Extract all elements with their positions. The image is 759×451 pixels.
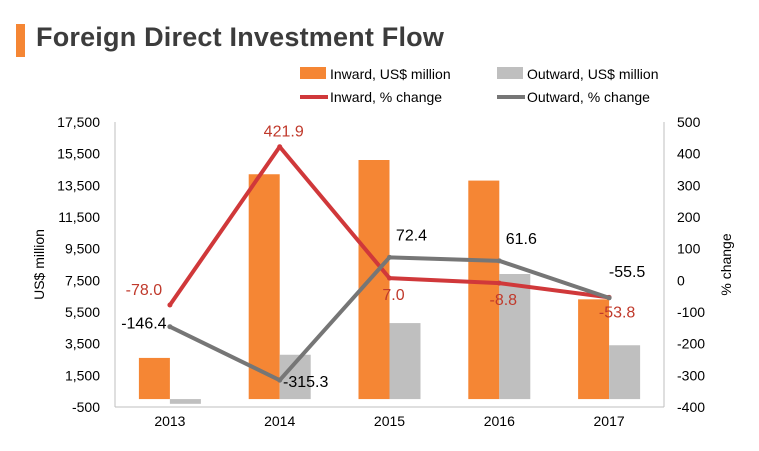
- x-tick-label: 2017: [594, 413, 625, 429]
- y-tick-label: -500: [72, 399, 100, 415]
- line-outward-change-point: [387, 254, 392, 260]
- y2-tick-label: -100: [677, 304, 705, 320]
- title-accent-bar: [16, 24, 25, 57]
- y2-tick-label: 0: [677, 272, 685, 288]
- y2-tick-label: -400: [677, 399, 705, 415]
- inward-change-label: -78.0: [126, 282, 163, 299]
- line-inward-change-point: [277, 144, 283, 150]
- outward-change-label: -146.4: [121, 316, 166, 333]
- y-tick-label: 1,500: [65, 367, 100, 383]
- line-outward-change-point: [277, 377, 283, 383]
- x-tick-label: 2014: [264, 413, 295, 429]
- y-tick-label: 15,500: [57, 146, 100, 162]
- inward-change-label: -53.8: [599, 304, 636, 321]
- bar-inward-2015: [358, 160, 390, 400]
- y-tick-label: 13,500: [57, 177, 100, 193]
- bar-outward-2016: [499, 274, 531, 400]
- y2-tick-label: 300: [677, 177, 701, 193]
- legend-label: Outward, % change: [527, 89, 650, 105]
- line-outward-change-point: [167, 324, 173, 330]
- outward-change-label: -55.5: [609, 264, 646, 281]
- bar-outward-2015: [389, 323, 421, 400]
- legend-label: Inward, US$ million: [330, 66, 451, 82]
- bar-outward-2013: [169, 399, 201, 404]
- line-inward-change-point: [387, 275, 392, 281]
- legend-label: Outward, US$ million: [527, 66, 659, 82]
- line-inward-change-point: [167, 302, 173, 308]
- line-outward-change-point: [496, 258, 502, 264]
- legend-swatch: [300, 67, 326, 79]
- y-tick-label: 9,500: [65, 241, 100, 257]
- y2-tick-label: 500: [677, 114, 701, 130]
- bar-inward-2016: [468, 180, 500, 400]
- y-tick-label: 17,500: [57, 114, 100, 130]
- legend-label: Inward, % change: [330, 89, 442, 105]
- y-tick-label: 5,500: [65, 304, 100, 320]
- y2-axis-title: % change: [718, 233, 734, 295]
- y-tick-label: 7,500: [65, 272, 100, 288]
- outward-change-label: 72.4: [396, 227, 427, 244]
- y2-tick-label: 200: [677, 209, 701, 225]
- bar-outward-2017: [609, 345, 641, 400]
- y2-tick-label: 100: [677, 241, 701, 257]
- x-tick-label: 2016: [484, 413, 515, 429]
- bar-inward-2013: [138, 357, 170, 400]
- y-tick-label: 11,500: [58, 209, 100, 225]
- outward-change-label: -315.3: [283, 374, 328, 391]
- x-tick-label: 2013: [154, 413, 185, 429]
- chart-title: Foreign Direct Investment Flow: [36, 22, 445, 52]
- legend-swatch: [497, 67, 523, 79]
- y2-tick-label: -300: [677, 367, 705, 383]
- bar-inward-2014: [248, 174, 280, 400]
- x-tick-label: 2015: [374, 413, 405, 429]
- outward-change-label: 61.6: [506, 231, 537, 248]
- y2-tick-label: -200: [677, 336, 705, 352]
- y-axis-title: US$ million: [31, 229, 47, 300]
- y2-tick-label: 400: [677, 146, 701, 162]
- inward-change-label: 7.0: [382, 287, 404, 304]
- line-outward-change-point: [606, 295, 612, 301]
- line-inward-change-point: [496, 280, 502, 286]
- inward-change-label: -8.8: [490, 292, 518, 309]
- bar-inward-2017: [578, 299, 610, 400]
- inward-change-label: 421.9: [264, 124, 304, 141]
- y-tick-label: 3,500: [65, 336, 100, 352]
